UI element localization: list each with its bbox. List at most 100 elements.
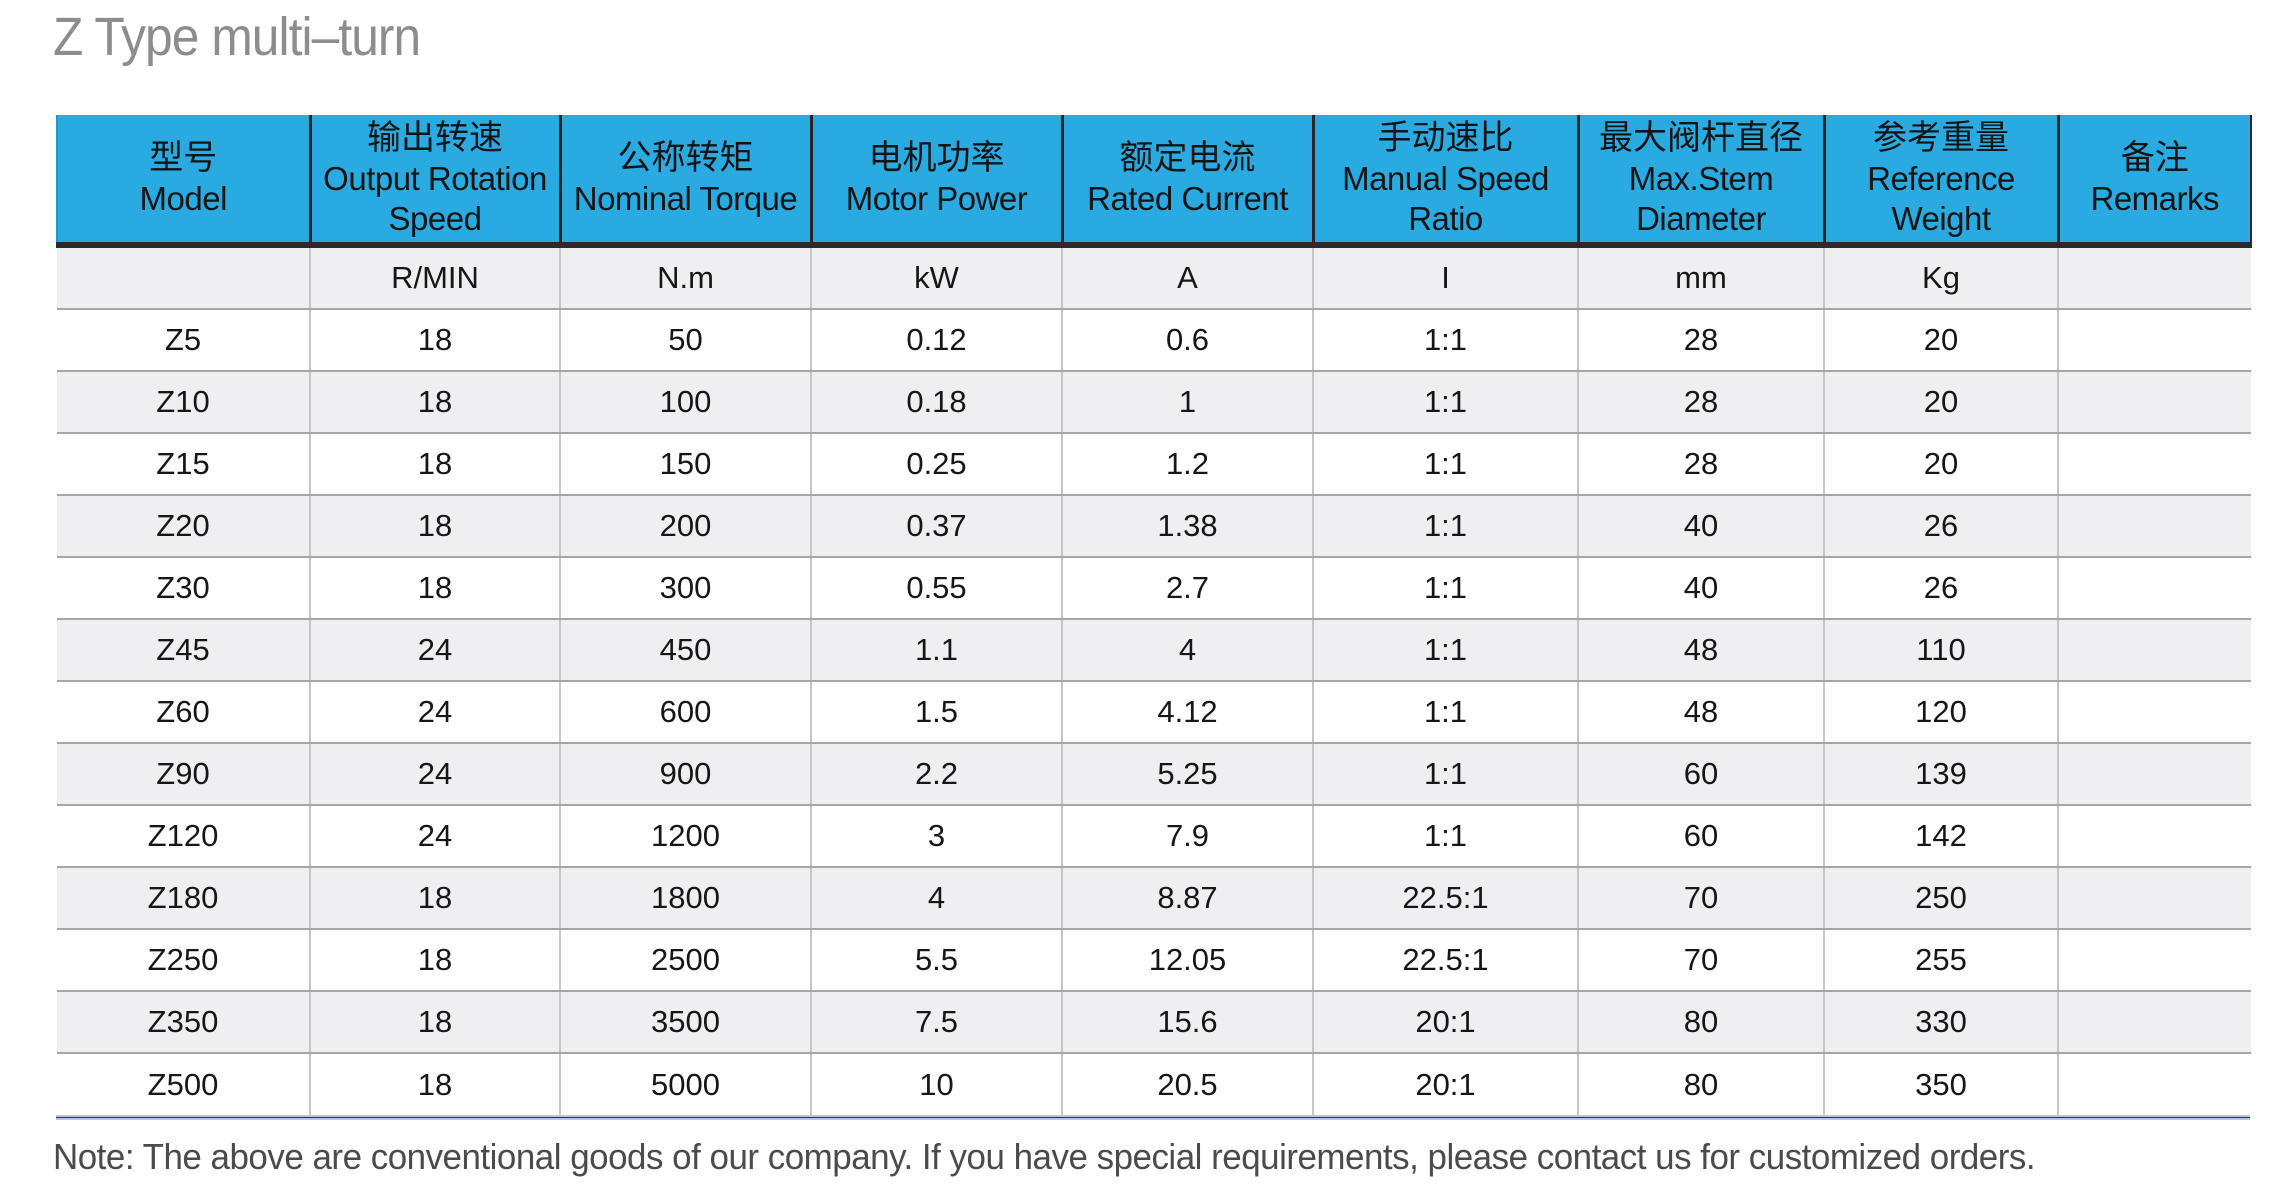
- value-cell: 28: [1577, 371, 1824, 434]
- value-cell: 40: [1577, 557, 1824, 620]
- column-header-model: 型号 Model: [56, 115, 310, 248]
- value-cell: [2057, 991, 2251, 1054]
- value-cell: 18: [309, 309, 560, 372]
- table-row: Z10 18 100 0.18 1 1:1 28 20: [57, 371, 2251, 434]
- column-header-zh: 备注: [2120, 138, 2189, 177]
- unit-cell: R/MIN: [309, 245, 560, 310]
- column-header-zh: 参考重量: [1873, 118, 2009, 157]
- value-cell: 5000: [559, 1053, 811, 1115]
- value-cell: 60: [1577, 805, 1824, 868]
- value-cell: 18: [309, 433, 560, 496]
- table-row: Z90 24 900 2.2 5.25 1:1 60 139: [57, 743, 2251, 806]
- note-text: Note: The above are conventional goods o…: [53, 1136, 2036, 1177]
- column-header-zh: 额定电流: [1119, 138, 1256, 177]
- value-cell: 255: [1823, 929, 2058, 992]
- value-cell: 28: [1577, 309, 1824, 372]
- model-cell: Z30: [57, 557, 310, 620]
- value-cell: 60: [1577, 743, 1824, 806]
- table-row: Z5 18 50 0.12 0.6 1:1 28 20: [57, 309, 2251, 372]
- column-header-en: Reference Weight: [1867, 159, 2015, 238]
- table-row: Z350 18 3500 7.5 15.6 20:1 80 330: [57, 991, 2251, 1054]
- unit-cell: Kg: [1823, 245, 2058, 310]
- column-header-en: Manual Speed Ratio: [1342, 159, 1549, 238]
- value-cell: 20: [1823, 309, 2058, 372]
- column-header-rated-current: 额定电流 Rated Current: [1060, 115, 1313, 248]
- value-cell: 20.5: [1061, 1053, 1313, 1115]
- value-cell: 120: [1823, 681, 2058, 744]
- value-cell: 48: [1577, 619, 1824, 682]
- value-cell: 1: [1061, 371, 1313, 434]
- table-row: Z120 24 1200 3 7.9 1:1 60 142: [57, 805, 2251, 868]
- value-cell: 1:1: [1312, 557, 1578, 620]
- header-row: 型号 Model 输出转速 Output Rotation Speed 公称转矩…: [56, 115, 2252, 248]
- value-cell: [2057, 371, 2251, 434]
- value-cell: 250: [1823, 867, 2058, 930]
- value-cell: 80: [1577, 1053, 1824, 1115]
- column-header-zh: 最大阀杆直径: [1599, 118, 1803, 157]
- model-cell: Z500: [57, 1053, 310, 1115]
- column-header-en: Output Rotation Speed: [323, 159, 547, 238]
- value-cell: 20:1: [1312, 1053, 1578, 1115]
- unit-cell: A: [1061, 245, 1313, 310]
- table-row: Z60 24 600 1.5 4.12 1:1 48 120: [57, 681, 2251, 744]
- value-cell: [2057, 743, 2251, 806]
- model-cell: Z5: [57, 309, 310, 372]
- table-row: Z20 18 200 0.37 1.38 1:1 40 26: [57, 495, 2251, 558]
- value-cell: 900: [559, 743, 811, 806]
- value-cell: 1:1: [1312, 681, 1578, 744]
- value-cell: 150: [559, 433, 811, 496]
- model-cell: Z350: [57, 991, 310, 1054]
- value-cell: 0.25: [810, 433, 1062, 496]
- value-cell: 18: [309, 557, 560, 620]
- value-cell: 20:1: [1312, 991, 1578, 1054]
- value-cell: 1:1: [1312, 619, 1578, 682]
- column-header-zh: 公称转矩: [617, 138, 754, 177]
- column-header-zh: 电机功率: [868, 138, 1005, 177]
- value-cell: 4: [1061, 619, 1313, 682]
- value-cell: 1.38: [1061, 495, 1313, 558]
- value-cell: 1.1: [810, 619, 1062, 682]
- value-cell: [2057, 309, 2251, 372]
- value-cell: 1:1: [1312, 743, 1578, 806]
- value-cell: 50: [559, 309, 811, 372]
- unit-cell: [2057, 245, 2251, 310]
- value-cell: [2057, 805, 2251, 868]
- value-cell: [2057, 557, 2251, 620]
- value-cell: [2057, 619, 2251, 682]
- column-header-motor-power: 电机功率 Motor Power: [809, 115, 1062, 248]
- value-cell: 0.55: [810, 557, 1062, 620]
- model-cell: Z20: [57, 495, 310, 558]
- units-row: R/MIN N.m kW A I mm Kg: [57, 245, 2251, 310]
- value-cell: 40: [1577, 495, 1824, 558]
- column-header-output-rotation-speed: 输出转速 Output Rotation Speed: [308, 115, 560, 248]
- value-cell: 100: [559, 371, 811, 434]
- value-cell: 1:1: [1312, 433, 1578, 496]
- unit-cell: N.m: [559, 245, 811, 310]
- value-cell: [2057, 433, 2251, 496]
- value-cell: [2057, 867, 2251, 930]
- value-cell: 24: [309, 619, 560, 682]
- value-cell: 24: [309, 681, 560, 744]
- unit-cell: mm: [1577, 245, 1824, 310]
- column-header-en: Model: [139, 180, 228, 218]
- value-cell: 1.2: [1061, 433, 1313, 496]
- value-cell: 300: [559, 557, 811, 620]
- value-cell: 1200: [559, 805, 811, 868]
- value-cell: 0.37: [810, 495, 1062, 558]
- column-header-en: Max.Stem Diameter: [1628, 159, 1774, 238]
- value-cell: 0.6: [1061, 309, 1313, 372]
- value-cell: 4.12: [1061, 681, 1313, 744]
- value-cell: 7.9: [1061, 805, 1313, 868]
- value-cell: 20: [1823, 371, 2058, 434]
- value-cell: 1:1: [1312, 371, 1578, 434]
- model-cell: Z10: [57, 371, 310, 434]
- column-header-nominal-torque: 公称转矩 Nominal Torque: [558, 115, 811, 248]
- spec-table-container: 型号 Model 输出转速 Output Rotation Speed 公称转矩…: [56, 115, 2252, 1115]
- value-cell: 2.7: [1061, 557, 1313, 620]
- model-cell: Z250: [57, 929, 310, 992]
- value-cell: [2057, 681, 2251, 744]
- value-cell: 5.25: [1061, 743, 1313, 806]
- value-cell: 22.5:1: [1312, 867, 1578, 930]
- value-cell: 110: [1823, 619, 2058, 682]
